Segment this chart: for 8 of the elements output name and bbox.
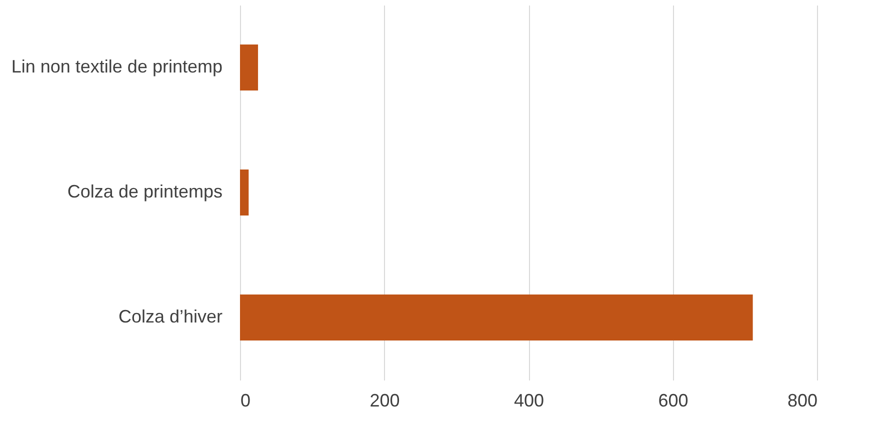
x-tick-label: 600 — [658, 390, 688, 410]
y-tick-label: Colza de printemps — [67, 182, 222, 202]
x-tick-label: 0 — [240, 390, 251, 410]
x-tick-label: 800 — [787, 390, 818, 410]
y-tick-label: Colza d’hiver — [118, 306, 223, 326]
y-tick-label: Lin non textile de printemp — [11, 56, 222, 76]
x-tick-label: 400 — [514, 390, 544, 410]
x-tick-label: 200 — [370, 390, 400, 410]
